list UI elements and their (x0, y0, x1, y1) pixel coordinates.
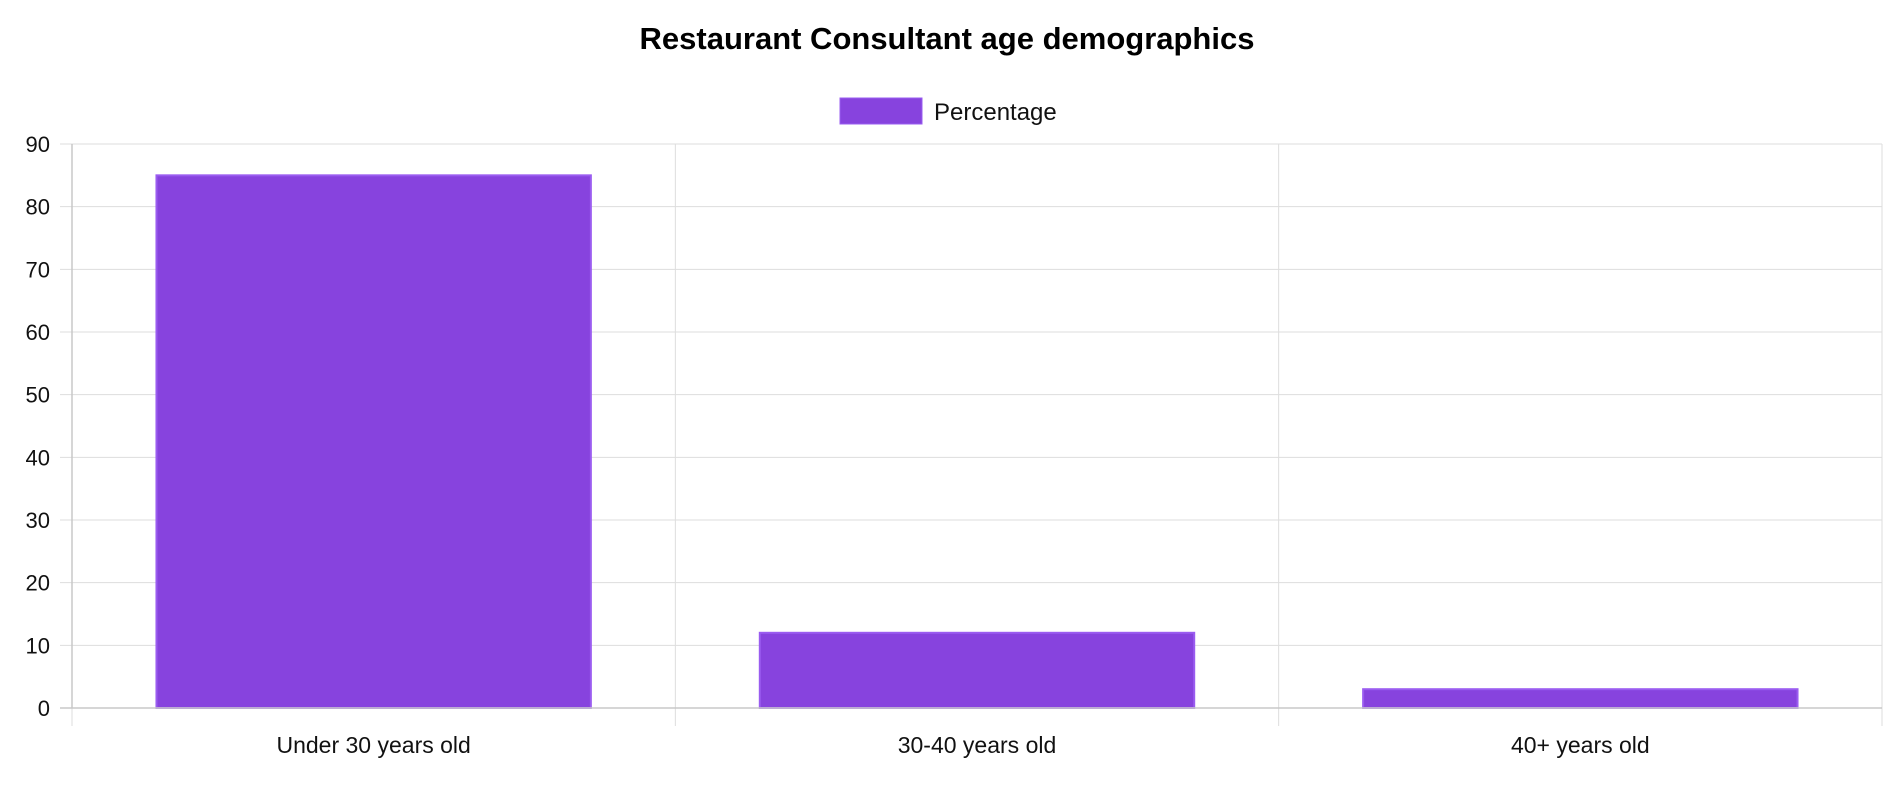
legend[interactable]: Percentage (839, 97, 1057, 126)
bar[interactable] (1362, 688, 1799, 710)
y-tick-label: 40 (26, 445, 50, 470)
axes (60, 144, 1882, 709)
y-tick-label: 90 (26, 132, 50, 157)
x-tick-label: 30-40 years old (898, 732, 1057, 758)
y-tick-label: 0 (38, 696, 50, 721)
y-tick-label: 20 (26, 571, 50, 596)
legend-label: Percentage (934, 99, 1057, 126)
x-tick-label: Under 30 years old (276, 732, 470, 758)
y-axis-ticks: 0 10 20 30 40 50 60 70 80 90 (26, 132, 50, 721)
x-tick-label: 40+ years old (1511, 732, 1650, 758)
y-tick-label: 30 (26, 508, 50, 533)
y-tick-label: 70 (26, 257, 50, 282)
bar[interactable] (758, 631, 1196, 709)
bar[interactable] (155, 174, 592, 710)
y-tick-label: 60 (26, 320, 50, 345)
legend-swatch (839, 97, 923, 125)
x-axis-ticks: Under 30 years old 30-40 years old 40+ yea… (276, 732, 1649, 758)
y-tick-label: 50 (26, 383, 50, 408)
y-tick-label: 80 (26, 195, 50, 220)
chart-title: Restaurant Consultant age demographics (640, 21, 1255, 56)
y-tick-label: 10 (26, 633, 50, 658)
bars (155, 174, 1799, 710)
